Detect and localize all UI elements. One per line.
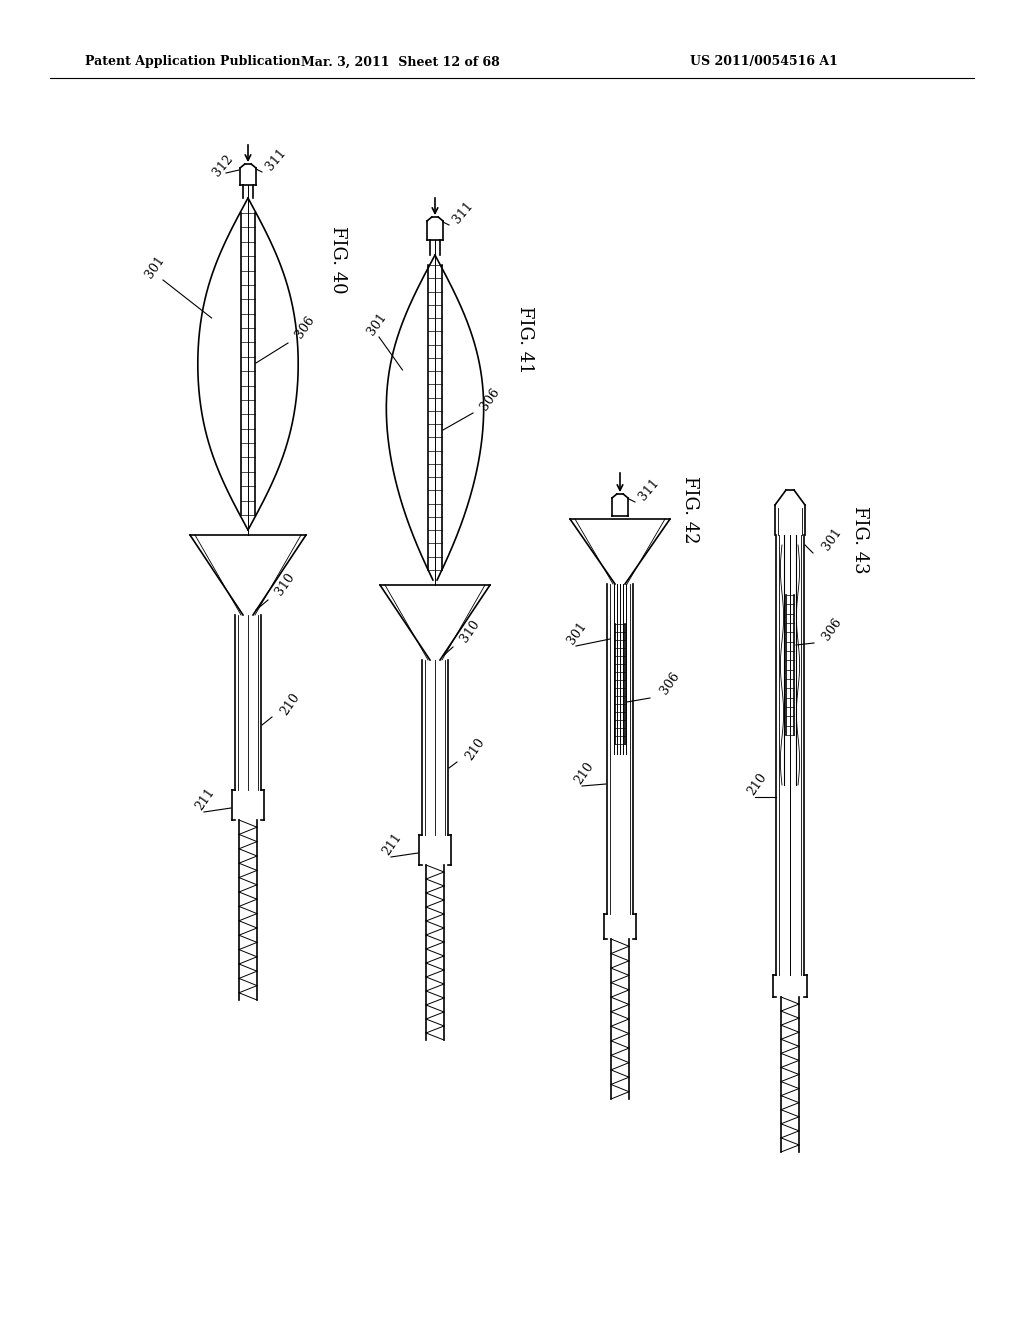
Text: 311: 311 — [263, 147, 289, 173]
Text: 301: 301 — [143, 253, 167, 281]
Text: 310: 310 — [273, 570, 297, 598]
Text: FIG. 42: FIG. 42 — [681, 477, 699, 544]
Text: 211: 211 — [380, 832, 404, 858]
Text: 210: 210 — [745, 771, 769, 799]
Text: 210: 210 — [572, 760, 596, 787]
Text: US 2011/0054516 A1: US 2011/0054516 A1 — [690, 55, 838, 69]
Text: 211: 211 — [193, 785, 217, 813]
Text: 311: 311 — [450, 199, 475, 226]
Text: 310: 310 — [458, 618, 482, 645]
Text: 210: 210 — [463, 737, 487, 763]
Text: 301: 301 — [820, 525, 845, 553]
Text: 306: 306 — [478, 385, 503, 413]
Text: 306: 306 — [658, 669, 682, 697]
Text: 312: 312 — [210, 152, 236, 180]
Text: 306: 306 — [293, 314, 317, 341]
Text: 301: 301 — [565, 620, 590, 647]
Text: Patent Application Publication: Patent Application Publication — [85, 55, 300, 69]
Text: FIG. 41: FIG. 41 — [516, 306, 534, 374]
Text: 311: 311 — [636, 477, 662, 503]
Text: 210: 210 — [278, 690, 302, 718]
Text: 301: 301 — [365, 312, 389, 338]
Text: 306: 306 — [820, 616, 845, 643]
Text: FIG. 43: FIG. 43 — [851, 506, 869, 574]
Text: Mar. 3, 2011  Sheet 12 of 68: Mar. 3, 2011 Sheet 12 of 68 — [301, 55, 500, 69]
Text: FIG. 40: FIG. 40 — [329, 226, 347, 294]
